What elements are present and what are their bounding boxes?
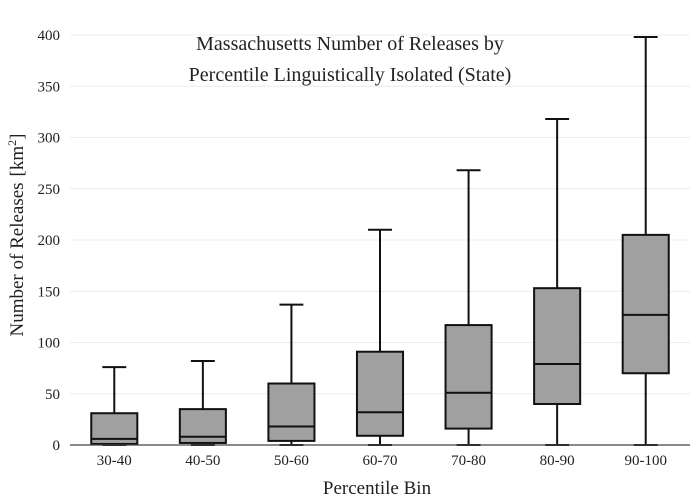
box-iqr: [267, 382, 316, 442]
y-axis-ticks: 0 50 100 150 200 250 300 350 400: [38, 28, 61, 454]
x-axis-title: Percentile Bin: [323, 478, 432, 499]
box-series: [90, 36, 670, 446]
box-60-70: [355, 228, 405, 446]
box-50-60: [267, 303, 316, 446]
box-40-50: [178, 359, 227, 446]
y-tick-label-250: 250: [38, 182, 61, 198]
box-80-90: [533, 118, 582, 446]
y-tick-label-350: 350: [38, 79, 61, 95]
x-tick-label-50-60: 50-60: [274, 453, 309, 469]
y-axis-unit-open: [: [7, 170, 28, 176]
chart-title-line-2: Percentile Linguistically Isolated (Stat…: [189, 64, 512, 86]
x-tick-label-90-100: 90-100: [624, 453, 667, 469]
box-30-40: [90, 366, 139, 446]
box-iqr: [444, 324, 493, 430]
y-axis-unit-exponent: 2: [5, 140, 19, 146]
y-axis-title-text: Number of Releases: [7, 182, 28, 336]
y-tick-label-300: 300: [38, 131, 61, 147]
y-tick-label-50: 50: [45, 387, 60, 403]
x-tick-label-70-80: 70-80: [451, 453, 486, 469]
x-tick-label-60-70: 60-70: [363, 453, 398, 469]
x-axis-ticks: 30-40 40-50 50-60 60-70 70-80 80-90 90-100: [97, 453, 667, 469]
box-iqr: [621, 233, 670, 375]
y-tick-label-150: 150: [38, 284, 61, 300]
box-90-100: [621, 36, 670, 446]
y-tick-label-200: 200: [38, 233, 61, 249]
chart-title-line-1: Massachusetts Number of Releases by: [196, 33, 504, 55]
box-iqr: [355, 350, 405, 437]
y-tick-label-0: 0: [53, 438, 61, 454]
y-tick-label-400: 400: [38, 28, 61, 44]
box-70-80: [444, 169, 493, 446]
x-tick-label-40-50: 40-50: [185, 453, 220, 469]
y-axis-title: Number of Releases [km2]: [5, 134, 28, 337]
y-axis-unit-base: km: [7, 146, 28, 171]
y-tick-label-100: 100: [38, 336, 61, 352]
x-tick-label-80-90: 80-90: [540, 453, 575, 469]
box-iqr: [533, 287, 582, 405]
box-iqr: [178, 408, 227, 444]
x-tick-label-30-40: 30-40: [97, 453, 132, 469]
y-axis-unit-close: ]: [7, 134, 28, 140]
